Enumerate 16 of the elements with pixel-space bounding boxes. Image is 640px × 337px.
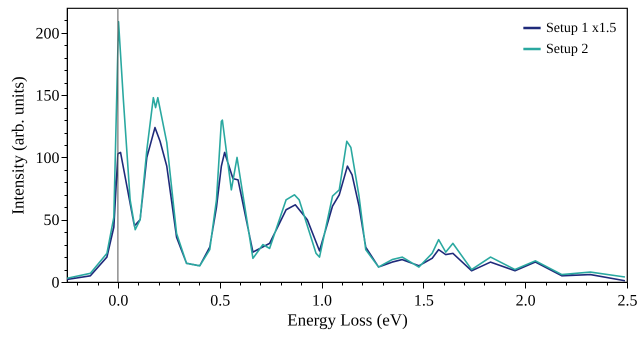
y-tick-label: 150: [36, 88, 60, 105]
y-tick-label: 50: [44, 212, 60, 230]
legend-label: Setup 1 x1.5: [546, 21, 616, 36]
x-tick-label: 1.5: [414, 292, 434, 310]
x-tick-label: 1.0: [312, 292, 332, 310]
x-tick-label: 0.0: [108, 292, 128, 310]
y-tick-label: 100: [36, 150, 60, 167]
y-tick-label: 200: [36, 25, 60, 42]
y-axis-title: Intensity (arb. units): [8, 76, 28, 215]
legend-label: Setup 2: [546, 42, 588, 57]
x-tick-label: 2.5: [618, 292, 638, 310]
x-tick-label: 2.0: [516, 292, 536, 310]
x-axis-title: Energy Loss (eV): [287, 310, 408, 330]
line-series: [67, 20, 626, 280]
x-tick-label: 0.5: [210, 292, 230, 310]
y-tick-label: 0: [52, 274, 60, 292]
